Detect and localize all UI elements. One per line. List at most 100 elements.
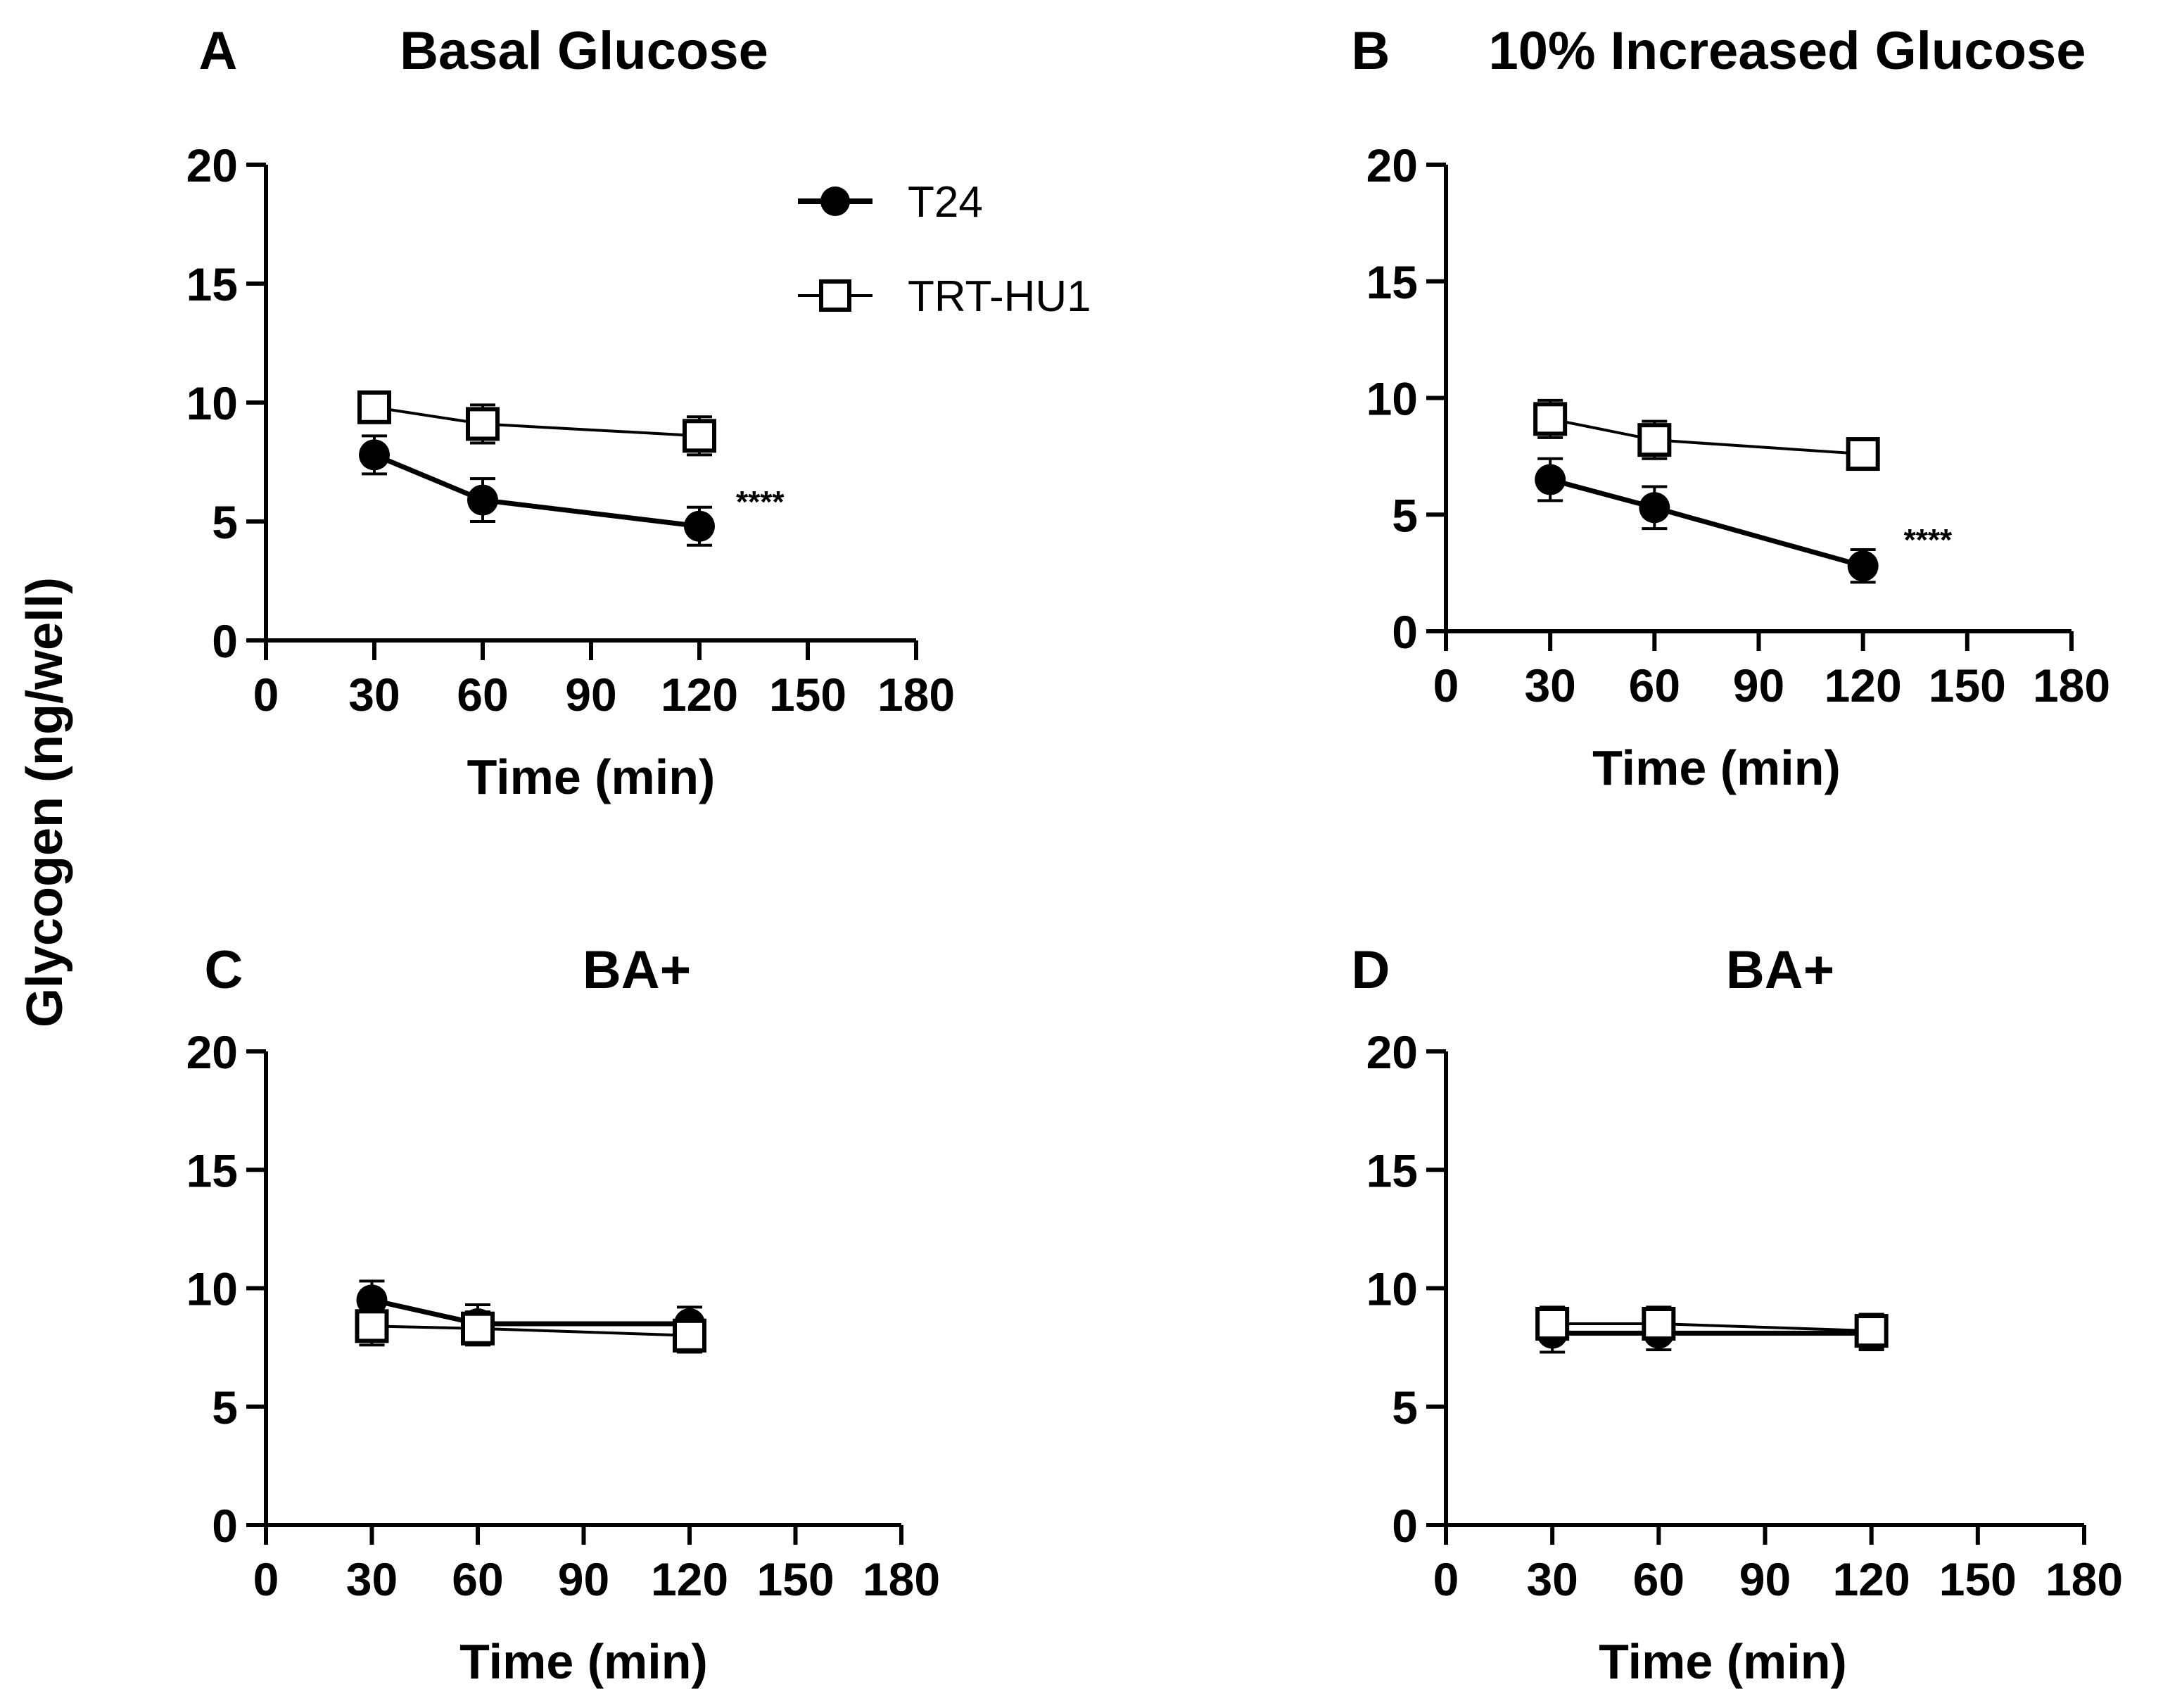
panel-d-trt-hu1-point xyxy=(1535,1306,1570,1341)
panel-c-trt-hu1-point xyxy=(355,1309,389,1343)
panel-d-y-tick-label: 15 xyxy=(1366,1144,1418,1196)
panel-b-t24-point xyxy=(1639,492,1670,524)
panel-a-x-tick-label: 120 xyxy=(661,669,738,721)
panel-a-trt-hu1-point xyxy=(683,419,716,453)
panel-a-t24-point xyxy=(684,510,715,542)
panel-d-trt-hu1-point xyxy=(1642,1306,1676,1341)
panel-b-y-tick-label: 0 xyxy=(1392,606,1418,658)
panel-a-series-t24 xyxy=(359,434,715,547)
panel-b-x-tick-label: 60 xyxy=(1629,659,1680,711)
panel-a-x-tick-label: 90 xyxy=(565,669,616,721)
panel-a-title: Basal Glucose xyxy=(400,21,768,81)
panel-b-x-tick-label: 120 xyxy=(1825,659,1902,711)
panel-b-series-trt-hu1 xyxy=(1533,398,1880,472)
legend-t24-marker xyxy=(820,186,850,216)
panel-b-trt-hu1-point xyxy=(1533,402,1568,436)
panel-d-y-tick-label: 20 xyxy=(1366,1026,1418,1078)
panel-b-trt-hu1-point xyxy=(1846,437,1880,472)
panel-c-x-tick-label: 150 xyxy=(756,1553,834,1605)
panel-b-y-tick-label: 10 xyxy=(1366,373,1418,425)
panel-a-x-tick-label: 30 xyxy=(348,669,400,721)
panel-b-title: 10% Increased Glucose xyxy=(1488,21,2086,81)
panel-d-y-tick-label: 5 xyxy=(1392,1381,1418,1434)
panel-c-y-tick-label: 15 xyxy=(186,1144,238,1196)
panel-d-x-tick-label: 180 xyxy=(2045,1553,2123,1605)
panel-a-t24-point xyxy=(359,439,390,471)
panel-a-x-axis-label: Time (min) xyxy=(467,749,716,804)
panel-d-letter: D xyxy=(1352,940,1390,1000)
panel-c-x-tick-label: 30 xyxy=(346,1553,398,1605)
panel-a: A Basal Glucose 0 5 10 15 20 0 30 60 90 120 150 180 Ti… xyxy=(186,21,955,804)
panel-a-y-tick-label: 20 xyxy=(186,139,238,191)
panel-a-y-tick-label: 5 xyxy=(212,496,238,548)
panel-c-y-tick-label: 20 xyxy=(186,1026,238,1078)
panel-b-x-tick-label: 30 xyxy=(1524,659,1575,711)
panel-d-x-tick-label: 120 xyxy=(1833,1553,1910,1605)
panel-b-t24-point xyxy=(1847,550,1879,582)
panel-c-x-tick-label: 60 xyxy=(452,1553,503,1605)
panel-d-series-trt-hu1 xyxy=(1535,1305,1889,1349)
panel-d-title: BA+ xyxy=(1726,940,1834,1000)
panel-d-trt-hu1-point xyxy=(1854,1314,1889,1348)
legend-entry-t24: T24 xyxy=(798,178,983,227)
panel-d: D BA+ 0 5 10 15 20 0 30 60 90 120 150 180 Time (min) xyxy=(1352,940,2124,1689)
panel-a-series-trt-hu1 xyxy=(357,390,716,457)
panel-d-x-tick-label: 90 xyxy=(1739,1553,1791,1605)
panel-b-t24-point xyxy=(1535,464,1566,495)
panel-c-x-tick-label: 90 xyxy=(558,1553,609,1605)
legend-entry-trt-hu1: TRT-HU1 xyxy=(798,272,1091,321)
panel-c-y-tick-label: 5 xyxy=(212,1381,238,1434)
panel-d-x-axis-label: Time (min) xyxy=(1599,1634,1847,1689)
panel-c-x-tick-label: 180 xyxy=(863,1553,940,1605)
panel-a-y-tick-label: 15 xyxy=(186,258,238,310)
panel-c-x-tick-label: 120 xyxy=(651,1553,728,1605)
panel-a-trt-hu1-point xyxy=(357,390,391,424)
panel-c-trt-hu1-point xyxy=(673,1318,706,1353)
panel-d-y-tick-label: 10 xyxy=(1366,1263,1418,1315)
panel-a-letter: A xyxy=(199,21,238,81)
panel-c-title: BA+ xyxy=(583,940,691,1000)
panel-c-letter: C xyxy=(205,940,243,1000)
panel-b-y-tick-label: 15 xyxy=(1366,256,1418,308)
panel-a-x-tick-label: 150 xyxy=(769,669,846,721)
panel-b-x-tick-label: 180 xyxy=(2033,659,2110,711)
panel-c-y-tick-label: 10 xyxy=(186,1263,238,1315)
legend-trt-hu1-marker xyxy=(819,279,851,312)
panel-b-series-t24 xyxy=(1535,457,1879,584)
panel-a-x-tick-label: 60 xyxy=(457,669,508,721)
legend: T24 TRT-HU1 xyxy=(798,178,1091,321)
panel-a-y-tick-label: 0 xyxy=(212,615,238,667)
panel-b-x-tick-label: 0 xyxy=(1433,659,1459,711)
panel-d-x-tick-label: 30 xyxy=(1526,1553,1578,1605)
panel-c-trt-hu1-point xyxy=(461,1311,495,1346)
panel-d-x-tick-label: 60 xyxy=(1633,1553,1684,1605)
panel-b-y-tick-label: 5 xyxy=(1392,489,1418,541)
panel-a-significance: **** xyxy=(736,485,785,519)
panel-b-x-tick-label: 150 xyxy=(1929,659,2006,711)
y-axis-label: Glycogen (ng/well) xyxy=(17,577,73,1027)
panel-b-x-tick-label: 90 xyxy=(1733,659,1784,711)
panel-c-series-trt-hu1 xyxy=(355,1305,706,1354)
panel-a-x-tick-label: 0 xyxy=(253,669,279,721)
panel-c-x-tick-label: 0 xyxy=(253,1553,279,1605)
panel-a-x-tick-label: 180 xyxy=(877,669,955,721)
panel-a-trt-hu1-point xyxy=(466,407,500,441)
panel-b-y-tick-label: 20 xyxy=(1366,139,1418,191)
legend-t24-label: T24 xyxy=(908,178,983,227)
panel-c-x-axis-label: Time (min) xyxy=(459,1634,708,1689)
panel-a-y-tick-label: 10 xyxy=(186,377,238,429)
panel-a-t24-point xyxy=(467,484,498,516)
panel-b-x-axis-label: Time (min) xyxy=(1592,740,1841,795)
panel-b-letter: B xyxy=(1352,21,1390,81)
panel-d-x-tick-label: 150 xyxy=(1939,1553,2017,1605)
panel-c: C BA+ 0 5 10 15 20 0 30 60 90 120 150 180 Time (min) xyxy=(186,940,940,1689)
legend-trt-hu1-label: TRT-HU1 xyxy=(908,272,1091,321)
panel-d-x-tick-label: 0 xyxy=(1433,1553,1459,1605)
panel-c-y-tick-label: 0 xyxy=(212,1500,238,1552)
panel-b-trt-hu1-point xyxy=(1637,423,1672,457)
panel-b-significance: **** xyxy=(1904,523,1953,557)
panel-d-y-tick-label: 0 xyxy=(1392,1500,1418,1552)
